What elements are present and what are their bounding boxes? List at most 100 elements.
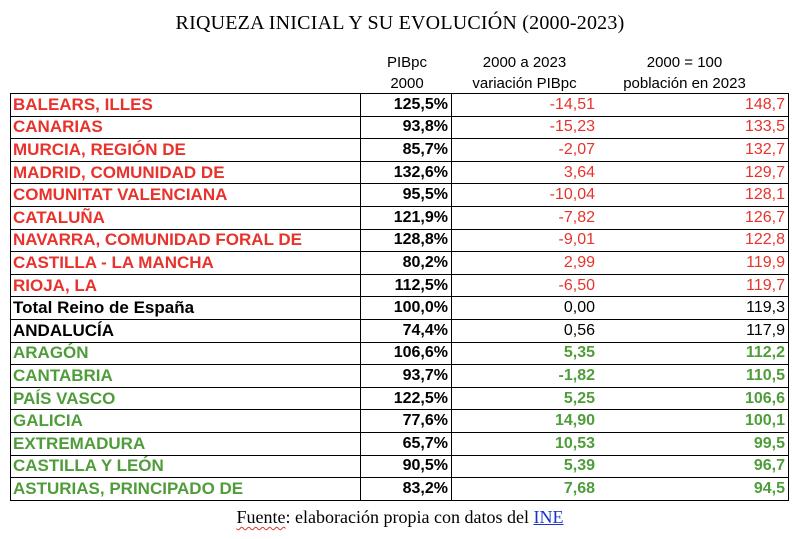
region-name: CASTILLA - LA MANCHA (10, 251, 361, 275)
table-row: ANDALUCÍA 74,4% 0,56 117,9 (10, 318, 789, 343)
pibpc-2000: 125,5% (360, 93, 452, 117)
table-row: BALEARS, ILLES 125,5% -14,51 148,7 (10, 93, 789, 117)
header-pibpc-2000: PIBpc 2000 (362, 52, 452, 94)
region-name: CATALUÑA (10, 205, 361, 230)
region-name: CASTILLA Y LEÓN (10, 454, 361, 479)
table-row: CANARIAS 93,8% -15,23 133,5 (10, 115, 789, 140)
header-line: 2000 a 2023 (482, 54, 567, 71)
poblacion-2023: 112,2 (598, 341, 789, 366)
region-name: Total Reino de España (10, 296, 361, 320)
table-row: PAÍS VASCO 122,5% 5,25 106,6 (10, 386, 789, 411)
variacion-pibpc: 5,35 (451, 341, 598, 366)
poblacion-2023: 106,6 (598, 386, 789, 411)
table-row: GALICIA 77,6% 14,90 100,1 (10, 409, 789, 433)
table-body: BALEARS, ILLES 125,5% -14,51 148,7 CANARIAS 9… (10, 93, 789, 501)
table-row: CATALUÑA 121,9% -7,82 126,7 (10, 205, 789, 230)
variacion-pibpc: -9,01 (451, 228, 598, 253)
pibpc-2000: 95,5% (360, 183, 452, 207)
poblacion-2023: 148,7 (598, 93, 789, 117)
variacion-pibpc: -14,51 (451, 93, 598, 117)
region-name: BALEARS, ILLES (10, 93, 361, 117)
pibpc-2000: 132,6% (360, 160, 452, 185)
poblacion-2023: 129,7 (598, 160, 789, 185)
data-table: BALEARS, ILLES 125,5% -14,51 148,7 CANARIAS 9… (10, 93, 789, 501)
table-row: CANTABRIA 93,7% -1,82 110,5 (10, 364, 789, 388)
poblacion-2023: 117,9 (598, 318, 789, 343)
pibpc-2000: 100,0% (360, 296, 452, 320)
variacion-pibpc: -1,82 (451, 364, 598, 388)
poblacion-2023: 128,1 (598, 183, 789, 207)
region-name: CANARIAS (10, 115, 361, 140)
source-note: Fuente: elaboración propia con datos del… (0, 507, 800, 528)
poblacion-2023: 96,7 (598, 454, 789, 479)
pibpc-2000: 106,6% (360, 341, 452, 366)
pibpc-2000: 128,8% (360, 228, 452, 253)
header-line: 2000 (390, 75, 424, 92)
poblacion-2023: 99,5 (598, 431, 789, 456)
table-row: NAVARRA, COMUNIDAD FORAL DE 128,8% -9,01 12… (10, 228, 789, 253)
region-name: NAVARRA, COMUNIDAD FORAL DE (10, 228, 361, 253)
table-row: ASTURIAS, PRINCIPADO DE 83,2% 7,68 94,5 (10, 477, 789, 501)
ine-link[interactable]: INE (533, 507, 564, 527)
pibpc-2000: 121,9% (360, 205, 452, 230)
region-name: ANDALUCÍA (10, 318, 361, 343)
table-title: RIQUEZA INICIAL Y SU EVOLUCIÓN (2000-202… (175, 12, 625, 34)
header-line: 2000 = 100 (646, 54, 723, 71)
header-variacion-pibpc: 2000 a 2023 variación PIBpc (452, 52, 597, 94)
header-line: PIBpc (386, 54, 428, 71)
table-row: CASTILLA - LA MANCHA 80,2% 2,99 119,9 (10, 251, 789, 275)
variacion-pibpc: 0,00 (451, 296, 598, 320)
poblacion-2023: 110,5 (598, 364, 789, 388)
poblacion-2023: 119,9 (598, 251, 789, 275)
region-name: ARAGÓN (10, 341, 361, 366)
region-name: RIOJA, LA (10, 273, 361, 298)
table-row: Total Reino de España 100,0% 0,00 119,3 (10, 296, 789, 320)
variacion-pibpc: 0,56 (451, 318, 598, 343)
pibpc-2000: 83,2% (360, 477, 452, 501)
region-name: GALICIA (10, 409, 361, 433)
region-name: MURCIA, REGIÓN DE (10, 138, 361, 162)
region-name: PAÍS VASCO (10, 386, 361, 411)
poblacion-2023: 132,7 (598, 138, 789, 162)
variacion-pibpc: 5,25 (451, 386, 598, 411)
table-row: EXTREMADURA 65,7% 10,53 99,5 (10, 431, 789, 456)
poblacion-2023: 119,3 (598, 296, 789, 320)
source-prefix: Fuente (236, 507, 286, 527)
table-row: ARAGÓN 106,6% 5,35 112,2 (10, 341, 789, 366)
pibpc-2000: 93,8% (360, 115, 452, 140)
region-name: CANTABRIA (10, 364, 361, 388)
variacion-pibpc: 14,90 (451, 409, 598, 433)
table-row: RIOJA, LA 112,5% -6,50 119,7 (10, 273, 789, 298)
poblacion-2023: 126,7 (598, 205, 789, 230)
poblacion-2023: 122,8 (598, 228, 789, 253)
region-name: ASTURIAS, PRINCIPADO DE (10, 477, 361, 501)
variacion-pibpc: -2,07 (451, 138, 598, 162)
pibpc-2000: 122,5% (360, 386, 452, 411)
table-row: CASTILLA Y LEÓN 90,5% 5,39 96,7 (10, 454, 789, 479)
table-row: MADRID, COMUNIDAD DE 132,6% 3,64 129,7 (10, 160, 789, 185)
poblacion-2023: 119,7 (598, 273, 789, 298)
poblacion-2023: 133,5 (598, 115, 789, 140)
variacion-pibpc: 3,64 (451, 160, 598, 185)
variacion-pibpc: 10,53 (451, 431, 598, 456)
region-name: EXTREMADURA (10, 431, 361, 456)
variacion-pibpc: 7,68 (451, 477, 598, 501)
source-text: : elaboración propia con datos del (285, 507, 534, 527)
pibpc-2000: 112,5% (360, 273, 452, 298)
variacion-pibpc: 5,39 (451, 454, 598, 479)
pibpc-2000: 65,7% (360, 431, 452, 456)
variacion-pibpc: -15,23 (451, 115, 598, 140)
variacion-pibpc: -10,04 (451, 183, 598, 207)
variacion-pibpc: -6,50 (451, 273, 598, 298)
pibpc-2000: 93,7% (360, 364, 452, 388)
pibpc-2000: 77,6% (360, 409, 452, 433)
table-row: MURCIA, REGIÓN DE 85,7% -2,07 132,7 (10, 138, 789, 162)
pibpc-2000: 80,2% (360, 251, 452, 275)
variacion-pibpc: -7,82 (451, 205, 598, 230)
header-poblacion-2023: 2000 = 100 población en 2023 (597, 52, 772, 94)
pibpc-2000: 85,7% (360, 138, 452, 162)
header-line: población en 2023 (623, 75, 746, 92)
pibpc-2000: 90,5% (360, 454, 452, 479)
variacion-pibpc: 2,99 (451, 251, 598, 275)
region-name: COMUNITAT VALENCIANA (10, 183, 361, 207)
